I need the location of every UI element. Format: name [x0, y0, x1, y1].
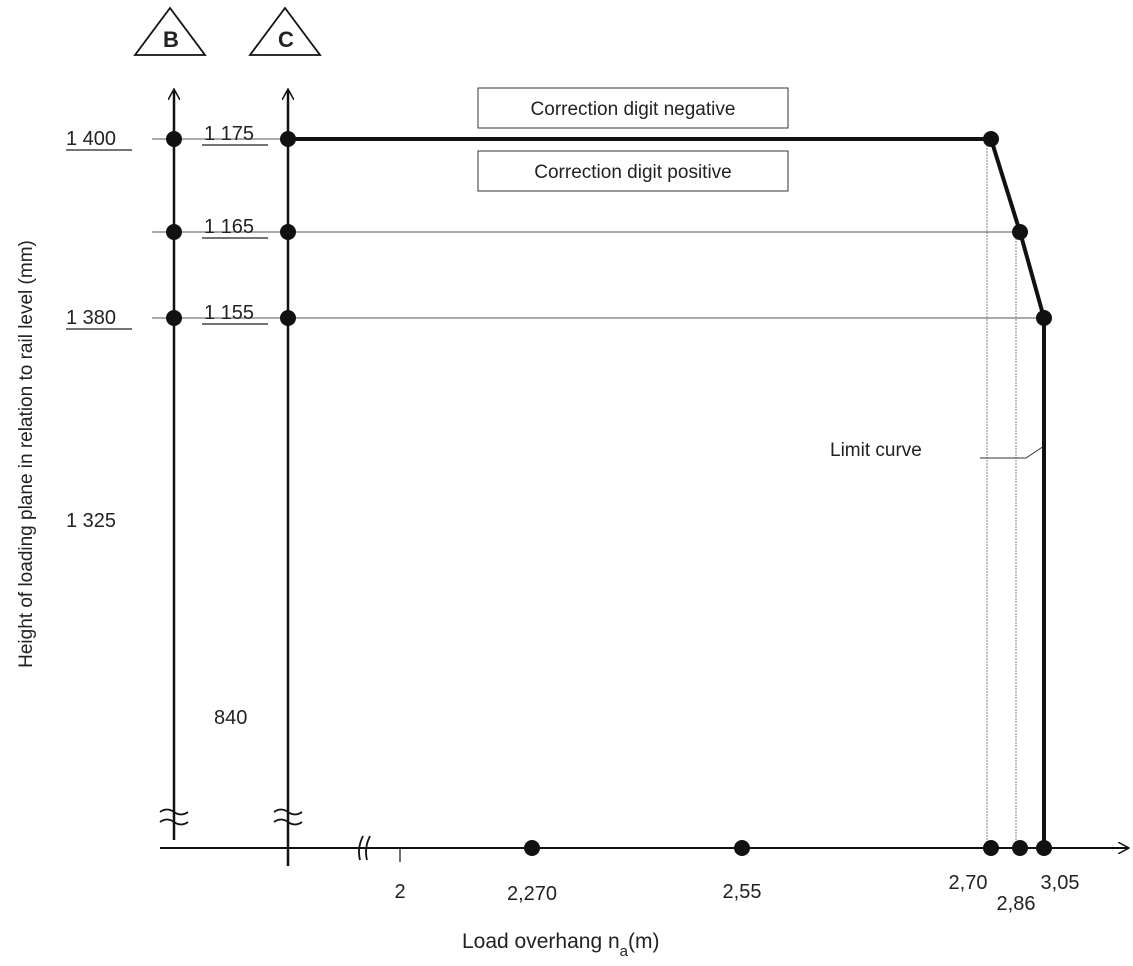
- x-tick-label: 2,86: [997, 893, 1036, 915]
- x-axis-point: [1012, 840, 1028, 856]
- data-points: [166, 131, 1052, 856]
- scale-b-base-label: 1 325: [66, 510, 116, 532]
- x-axis-title-subscript: a: [620, 943, 629, 960]
- curve-point: [983, 131, 999, 147]
- y-axis-title: Height of loading plane in relation to r…: [16, 240, 37, 668]
- scale-b-header: B: [133, 6, 207, 56]
- scale-c-point: [280, 224, 296, 240]
- scale-c-base-label: 840: [214, 707, 247, 729]
- scale-b-tick-label: 1 400: [66, 128, 116, 150]
- x-tick-label: 2,70: [949, 872, 988, 894]
- scale-c-header: C: [248, 6, 322, 56]
- limit-curve-label: Limit curve: [830, 440, 922, 461]
- x-axis-point: [983, 840, 999, 856]
- annotation-negative-box: [477, 87, 789, 129]
- scale-c-tick-label: 1 155: [204, 302, 254, 324]
- x-axis-title: Load overhang na(m): [462, 930, 659, 960]
- axis-b-break-mark: [159, 808, 189, 826]
- x-tick-label: 2: [394, 881, 405, 903]
- tick-labels: 1 400 1 380 1 175 1 165 1 155 2 2,270 2,55 2,70 2…: [66, 123, 1079, 915]
- scale-b-point: [166, 310, 182, 326]
- axis-c-break-mark: [273, 808, 303, 826]
- scale-b-point: [166, 224, 182, 240]
- x-tick-label: 2,270: [507, 883, 557, 905]
- x-axis-point: [524, 840, 540, 856]
- x-axis-break-mark: [358, 835, 371, 861]
- x-axis-point: [1036, 840, 1052, 856]
- scale-b-tick-label: 1 380: [66, 307, 116, 329]
- limit-curve-line: [288, 137, 1046, 848]
- annotation-positive: Correction digit positive: [534, 162, 731, 183]
- x-axis-point: [734, 840, 750, 856]
- x-tick-label: 3,05: [1041, 872, 1080, 894]
- scale-c-point: [280, 310, 296, 326]
- annotation-positive-box: [477, 150, 789, 192]
- limit-curve-leader: [980, 445, 1045, 459]
- limit-curve: [288, 137, 1046, 848]
- curve-point: [1012, 224, 1028, 240]
- scale-b-point: [166, 131, 182, 147]
- scale-c-label: C: [278, 27, 294, 52]
- scale-c-point: [280, 131, 296, 147]
- curve-point: [1036, 310, 1052, 326]
- x-tick-label: 2,55: [723, 881, 762, 903]
- x-axis-title-unit: (m): [628, 930, 659, 953]
- guide-lines: [152, 138, 1044, 848]
- x-axis-title-main: Load overhang n: [462, 930, 620, 953]
- scale-b-label: B: [163, 27, 179, 52]
- scale-c-tick-label: 1 175: [204, 123, 254, 145]
- annotation-negative: Correction digit negative: [531, 99, 736, 120]
- scale-c-tick-label: 1 165: [204, 216, 254, 238]
